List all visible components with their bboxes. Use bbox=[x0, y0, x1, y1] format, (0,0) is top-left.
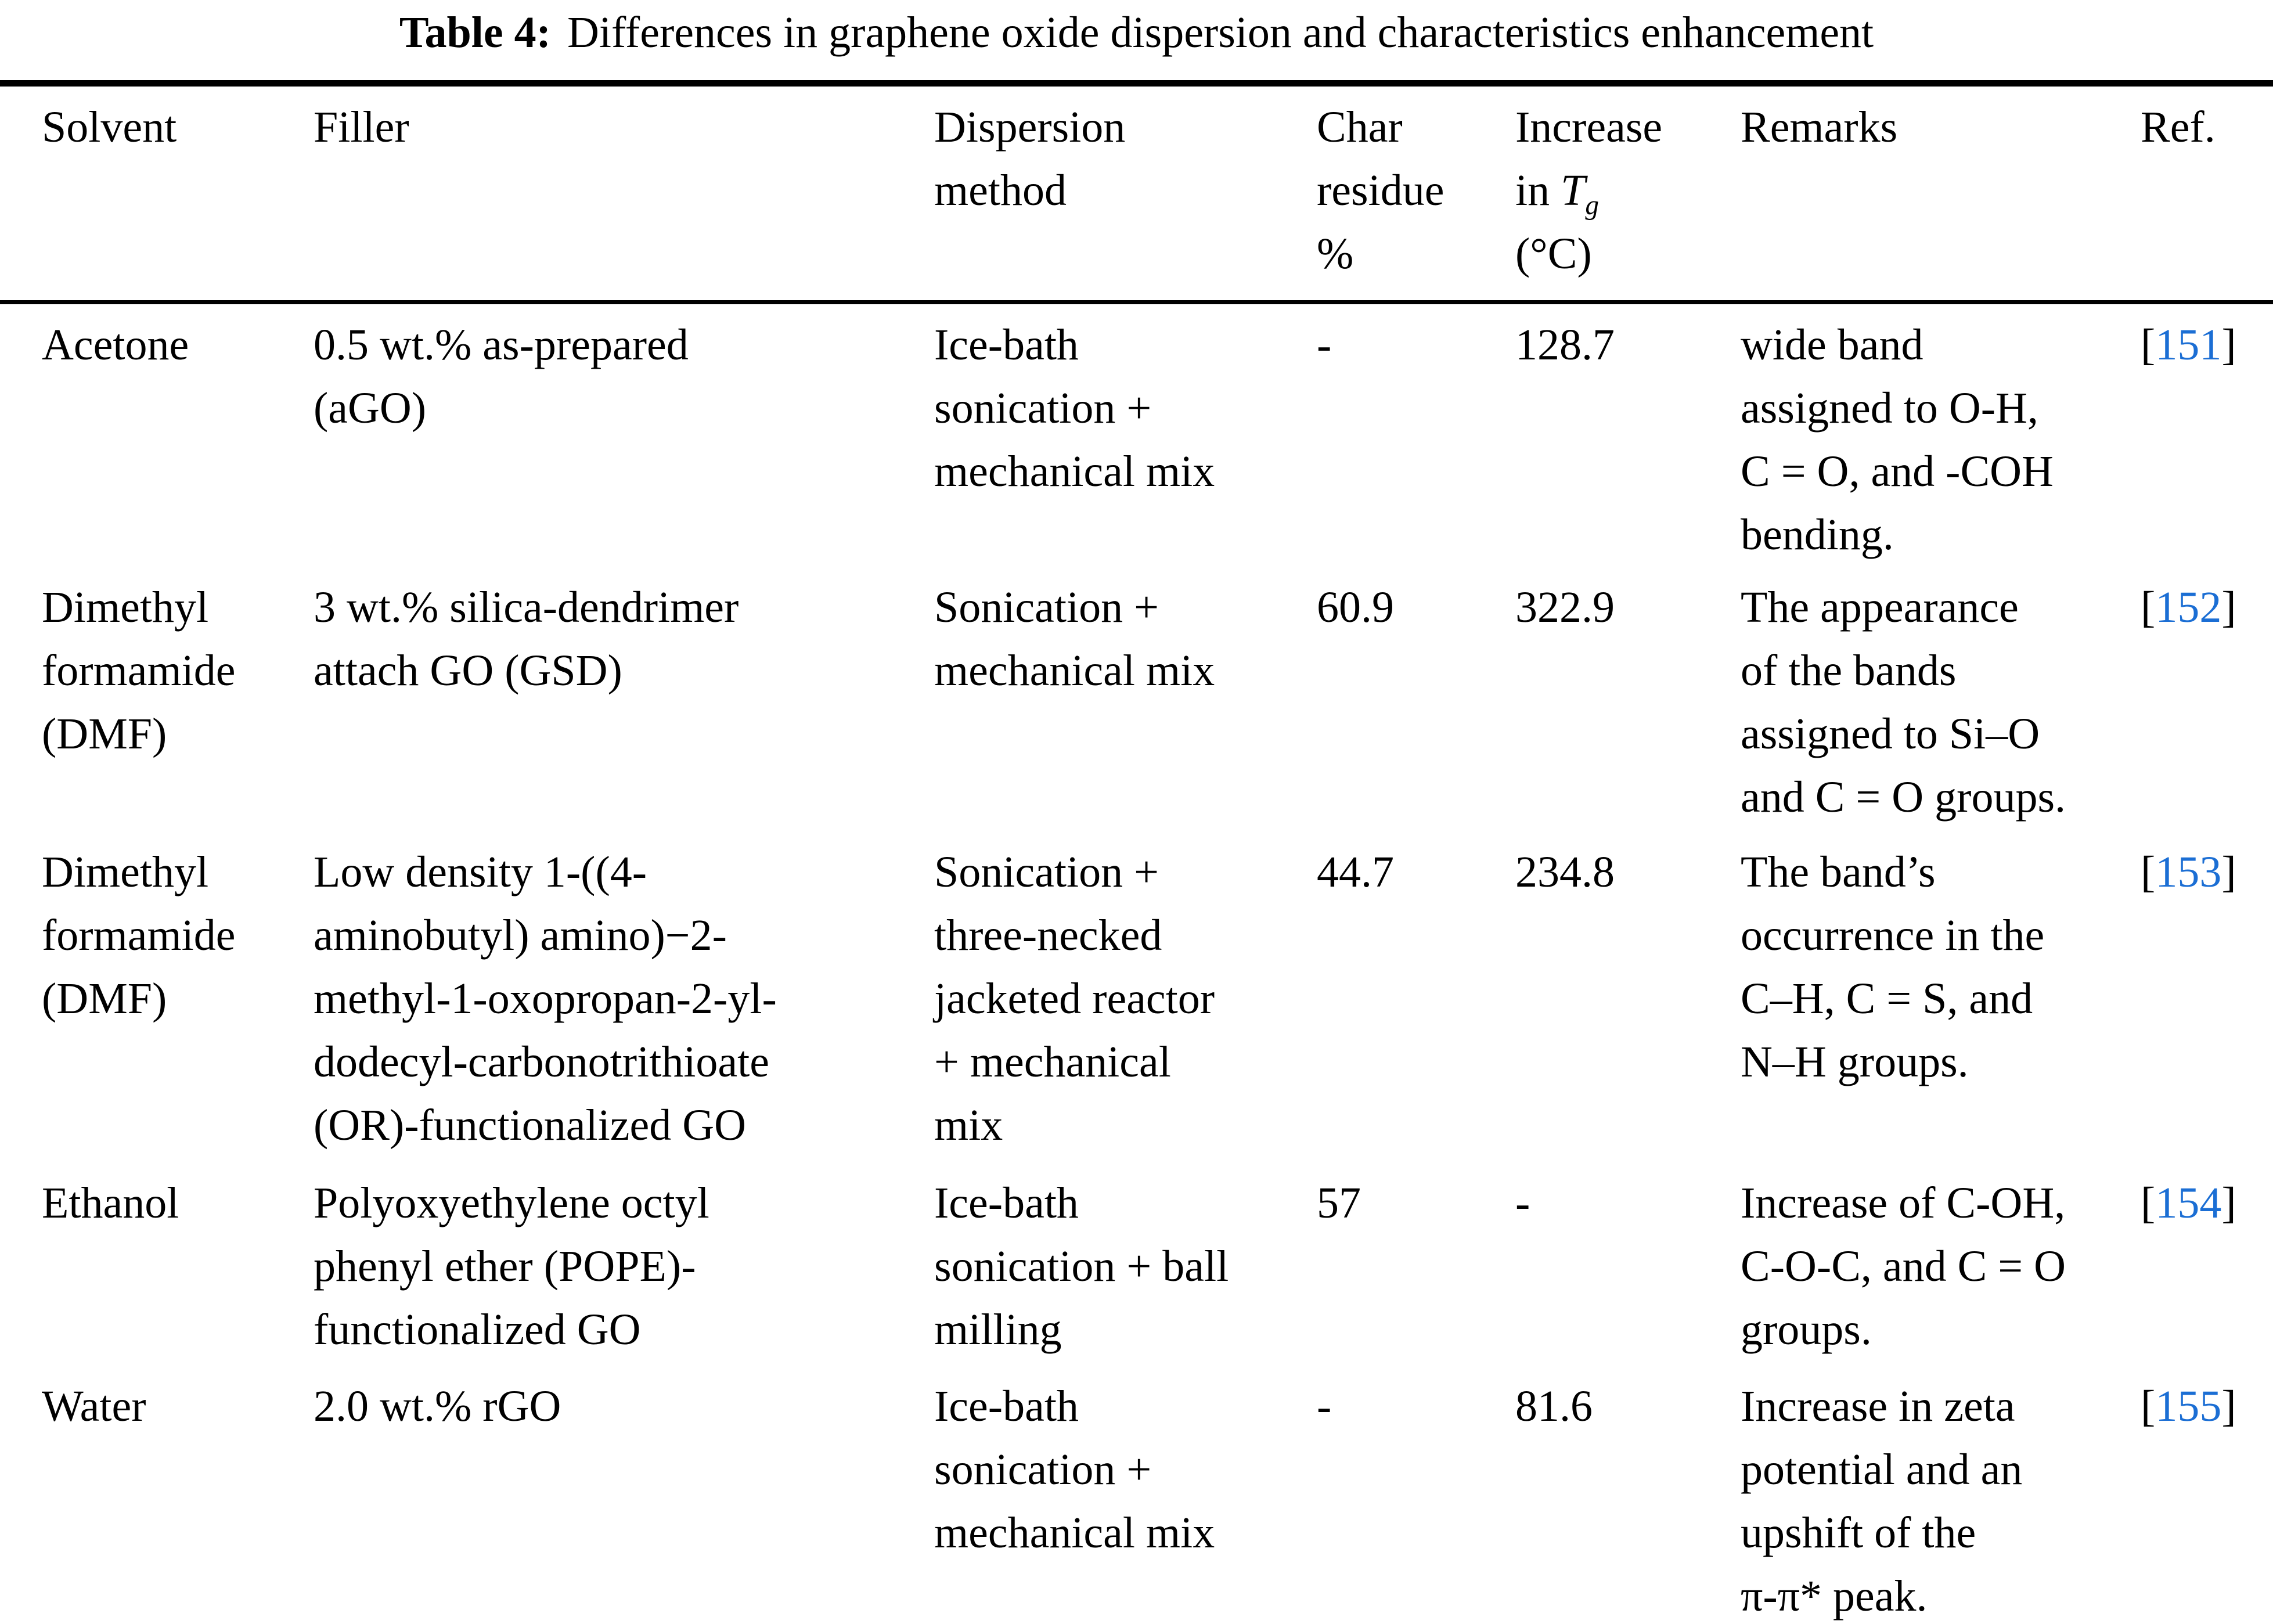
ref-bracket-close: ] bbox=[2221, 1382, 2236, 1431]
cell-solvent: Acetone bbox=[42, 321, 189, 369]
cell-char-residue: 44.7 bbox=[1317, 848, 1394, 896]
cell-ref: [151] bbox=[2141, 303, 2273, 567]
cell-remarks: Increase of C-OH, C-O-C, and C = O group… bbox=[1741, 1179, 2066, 1354]
cell-solvent: Water bbox=[42, 1382, 146, 1431]
increase-word: Increase bbox=[1515, 103, 1663, 152]
table-row: Acetone 0.5 wt.% as-prepared (aGO) Ice-b… bbox=[0, 303, 2273, 567]
tg-symbol: T bbox=[1561, 166, 1586, 215]
ref-link[interactable]: 154 bbox=[2155, 1179, 2222, 1227]
ref-bracket-close: ] bbox=[2221, 848, 2236, 896]
cell-remarks: The appearance of the bands assigned to … bbox=[1741, 583, 2066, 822]
cell-solvent: Dimethyl formamide (DMF) bbox=[42, 848, 236, 1023]
cell-increase-tg: 322.9 bbox=[1515, 583, 1615, 632]
col-header-ref: Ref. bbox=[2141, 83, 2273, 304]
cell-increase-tg: 234.8 bbox=[1515, 848, 1615, 896]
cell-char-residue: 57 bbox=[1317, 1179, 1361, 1227]
increase-in: in bbox=[1515, 166, 1561, 215]
ref-bracket-close: ] bbox=[2221, 321, 2236, 369]
col-header-increase-tg: Increase in Tg (°C) bbox=[1515, 83, 1741, 304]
cell-filler: 2.0 wt.% rGO bbox=[314, 1382, 561, 1431]
cell-char-residue: 60.9 bbox=[1317, 583, 1394, 632]
table-row: Dimethyl formamide (DMF) Low density 1-(… bbox=[0, 831, 2273, 1162]
ref-link[interactable]: 155 bbox=[2155, 1382, 2222, 1431]
cell-increase-tg: 128.7 bbox=[1515, 321, 1615, 369]
cell-dispersion-method: Sonication + three-necked jacketed react… bbox=[934, 848, 1215, 1150]
cell-remarks: wide band assigned to O-H, C = O, and -C… bbox=[1741, 321, 2054, 559]
cell-remarks: Increase in zeta potential and an upshif… bbox=[1741, 1382, 2023, 1621]
increase-unit: (°C) bbox=[1515, 229, 1592, 278]
cell-ref: [155] bbox=[2141, 1366, 2273, 1624]
cell-filler: 0.5 wt.% as-prepared (aGO) bbox=[314, 321, 689, 433]
col-header-char-residue: Char residue % bbox=[1317, 83, 1515, 304]
cell-ref: [153] bbox=[2141, 831, 2273, 1162]
cell-filler: Polyoxyethylene octyl phenyl ether (POPE… bbox=[314, 1179, 709, 1354]
cell-dispersion-method: Ice-bath sonication + ball milling bbox=[934, 1179, 1229, 1354]
table-row: Water 2.0 wt.% rGO Ice-bath sonication +… bbox=[0, 1366, 2273, 1624]
ref-bracket-open: [ bbox=[2141, 848, 2156, 896]
col-header-filler: Filler bbox=[314, 83, 934, 304]
cell-ref: [154] bbox=[2141, 1162, 2273, 1366]
col-header-remarks: Remarks bbox=[1741, 83, 2141, 304]
ref-link[interactable]: 153 bbox=[2155, 848, 2222, 896]
cell-solvent: Ethanol bbox=[42, 1179, 179, 1227]
table-caption-text: Differences in graphene oxide dispersion… bbox=[567, 8, 1874, 57]
cell-char-residue: - bbox=[1317, 321, 1332, 369]
table-caption: Table 4: Differences in graphene oxide di… bbox=[0, 1, 2273, 64]
cell-char-residue: - bbox=[1317, 1382, 1332, 1431]
ref-bracket-open: [ bbox=[2141, 1382, 2156, 1431]
table-caption-label: Table 4: bbox=[399, 8, 551, 57]
cell-increase-tg: 81.6 bbox=[1515, 1382, 1593, 1431]
ref-bracket-open: [ bbox=[2141, 583, 2156, 632]
cell-remarks: The band’s occurrence in the C–H, C = S,… bbox=[1741, 848, 2045, 1086]
ref-bracket-close: ] bbox=[2221, 1179, 2236, 1227]
col-header-solvent: Solvent bbox=[0, 83, 314, 304]
table-row: Dimethyl formamide (DMF) 3 wt.% silica-d… bbox=[0, 567, 2273, 831]
table-row: Ethanol Polyoxyethylene octyl phenyl eth… bbox=[0, 1162, 2273, 1366]
cell-ref: [152] bbox=[2141, 567, 2273, 831]
ref-bracket-open: [ bbox=[2141, 1179, 2156, 1227]
data-table: Solvent Filler Dispersion method Char re… bbox=[0, 80, 2273, 1624]
ref-link[interactable]: 151 bbox=[2155, 321, 2222, 369]
ref-bracket-close: ] bbox=[2221, 583, 2236, 632]
cell-solvent: Dimethyl formamide (DMF) bbox=[42, 583, 236, 758]
cell-dispersion-method: Ice-bath sonication + mechanical mix bbox=[934, 1382, 1215, 1557]
ref-bracket-open: [ bbox=[2141, 321, 2156, 369]
ref-link[interactable]: 152 bbox=[2155, 583, 2222, 632]
cell-dispersion-method: Ice-bath sonication + mechanical mix bbox=[934, 321, 1215, 496]
tg-subscript: g bbox=[1585, 190, 1599, 221]
col-header-dispersion-method: Dispersion method bbox=[934, 83, 1317, 304]
cell-dispersion-method: Sonication + mechanical mix bbox=[934, 583, 1215, 695]
cell-filler: 3 wt.% silica-dendrimer attach GO (GSD) bbox=[314, 583, 739, 695]
cell-increase-tg: - bbox=[1515, 1179, 1530, 1227]
header-row: Solvent Filler Dispersion method Char re… bbox=[0, 83, 2273, 304]
cell-filler: Low density 1-((4- aminobutyl) amino)−2-… bbox=[314, 848, 777, 1150]
